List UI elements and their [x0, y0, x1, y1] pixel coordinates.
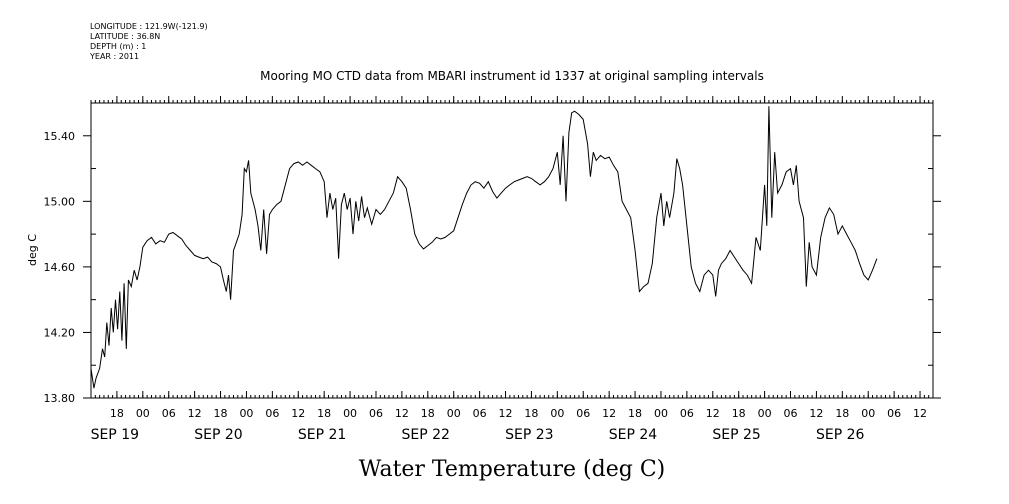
x-day-label: SEP 24 — [609, 427, 658, 443]
x-hour-label: 06 — [473, 407, 487, 420]
x-hour-label: 12 — [188, 407, 202, 420]
x-hour-label: 18 — [732, 407, 746, 420]
x-hour-label: 18 — [628, 407, 642, 420]
depth-text: DEPTH (m) : 1 — [90, 42, 147, 51]
station-metadata: LONGITUDE : 121.9W(-121.9) LATITUDE : 36… — [90, 22, 208, 62]
x-day-label: SEP 21 — [298, 427, 346, 443]
x-day-label: SEP 25 — [712, 427, 760, 443]
x-axis-ticks: 18 00 06 12 18 00 06 12 18 00 06 12 18 00 06 12 18 00 06 12… — [91, 96, 927, 443]
x-hour-label: 18 — [317, 407, 331, 420]
x-axis-label: Water Temperature (deg C) — [359, 457, 666, 482]
x-hour-label: 06 — [162, 407, 176, 420]
plot-frame — [90, 102, 934, 399]
x-hour-label: 12 — [499, 407, 513, 420]
x-day-label: SEP 22 — [401, 427, 449, 443]
x-hour-label: 06 — [576, 407, 590, 420]
x-hour-label: 00 — [758, 407, 772, 420]
x-hour-label: 12 — [809, 407, 823, 420]
x-hour-label: 06 — [369, 407, 383, 420]
y-axis-label: deg C — [26, 234, 39, 266]
year-text: YEAR : 2011 — [90, 52, 140, 61]
x-hour-label: 12 — [913, 407, 927, 420]
x-hour-label: 12 — [706, 407, 720, 420]
y-tick-label: 14.60 — [44, 261, 76, 274]
x-hour-label: 06 — [887, 407, 901, 420]
x-hour-label: 18 — [524, 407, 538, 420]
latitude-text: LATITUDE : 36.8N — [90, 32, 161, 41]
x-day-label: SEP 26 — [816, 427, 865, 443]
x-hour-label: 12 — [291, 407, 305, 420]
x-hour-label: 18 — [110, 407, 124, 420]
longitude-text: LONGITUDE : 121.9W(-121.9) — [90, 22, 208, 31]
x-hour-label: 00 — [861, 407, 875, 420]
y-tick-label: 15.00 — [44, 195, 76, 208]
y-tick-label: 13.80 — [44, 392, 76, 405]
y-tick-label: 14.20 — [44, 326, 76, 339]
x-day-label: SEP 19 — [91, 427, 139, 443]
x-day-label: SEP 23 — [505, 427, 553, 443]
x-hour-label: 00 — [239, 407, 253, 420]
x-hour-label: 06 — [784, 407, 798, 420]
x-hour-label: 12 — [602, 407, 616, 420]
x-hour-label: 18 — [835, 407, 849, 420]
chart-title: Mooring MO CTD data from MBARI instrumen… — [260, 69, 764, 83]
y-axis-ticks: 13.80 14.20 14.60 15.00 15.40 — [44, 130, 941, 405]
x-hour-label: 00 — [550, 407, 564, 420]
x-hour-label: 00 — [136, 407, 150, 420]
series-line — [90, 106, 878, 389]
minor-tick-marks — [90, 100, 934, 398]
x-hour-label: 18 — [214, 407, 228, 420]
x-day-label: SEP 20 — [194, 427, 242, 443]
x-hour-label: 00 — [343, 407, 357, 420]
y-tick-label: 15.40 — [44, 130, 76, 143]
x-hour-label: 06 — [265, 407, 279, 420]
x-hour-label: 12 — [395, 407, 409, 420]
x-hour-label: 06 — [680, 407, 694, 420]
x-hour-label: 18 — [421, 407, 435, 420]
x-hour-label: 00 — [447, 407, 461, 420]
x-hour-label: 00 — [654, 407, 668, 420]
